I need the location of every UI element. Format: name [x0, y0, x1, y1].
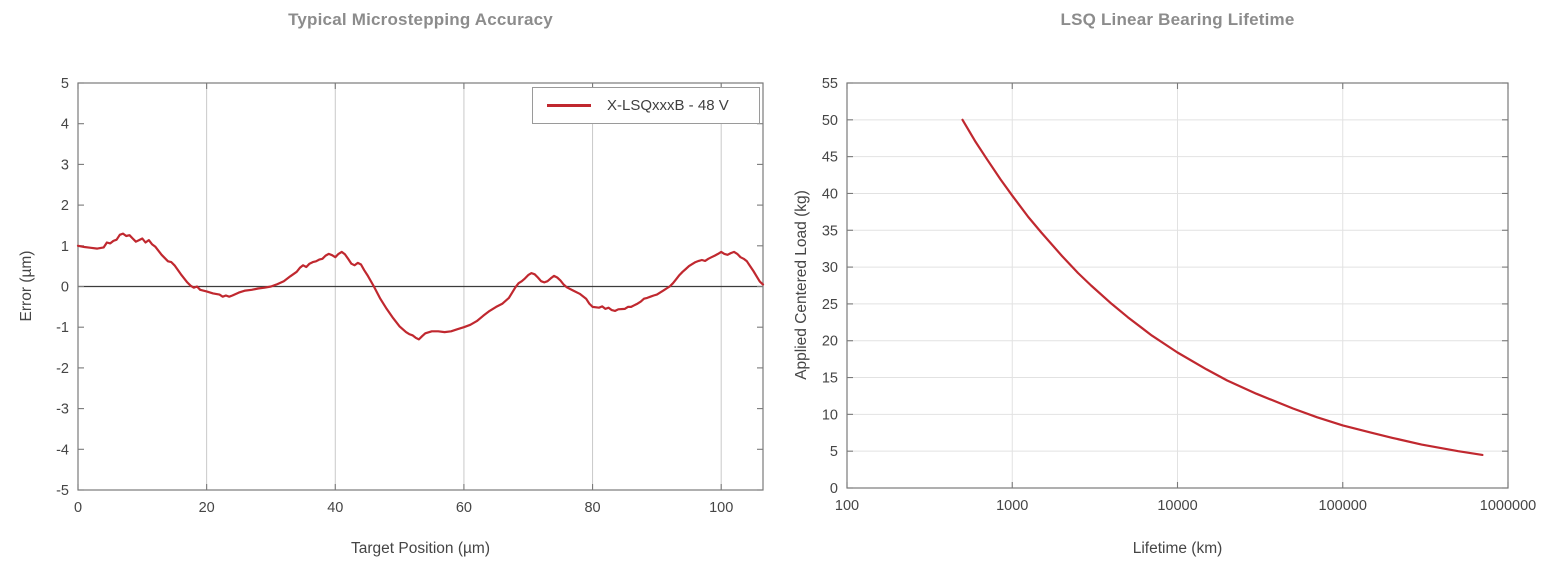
svg-text:-4: -4 — [56, 442, 69, 458]
svg-text:5: 5 — [830, 444, 838, 460]
right-chart-title: LSQ Linear Bearing Lifetime — [1060, 10, 1295, 29]
svg-text:-2: -2 — [56, 361, 69, 377]
gridlines — [847, 83, 1508, 488]
legend-line-sample — [547, 104, 591, 107]
right-x-axis-label: Lifetime (km) — [1132, 540, 1223, 557]
tick-labels: 100 1000 10000 100000 1000000 0 5 10 15 20 25 30 35 4… — [822, 76, 1536, 514]
bearing-lifetime-chart: LSQ Linear Bearing Lifetime 100 1000 10000… — [790, 0, 1563, 575]
left-chart-title: Typical Microstepping Accuracy — [288, 10, 553, 29]
svg-text:10: 10 — [822, 407, 838, 423]
legend-label: X-LSQxxxB - 48 V — [607, 97, 729, 114]
svg-text:10000: 10000 — [1157, 498, 1197, 514]
svg-text:100: 100 — [835, 498, 859, 514]
left-y-axis-label: Error (µm) — [18, 250, 35, 322]
svg-text:25: 25 — [822, 297, 838, 313]
left-x-axis-label: Target Position (µm) — [350, 540, 490, 557]
svg-text:20: 20 — [199, 500, 215, 516]
svg-text:100000: 100000 — [1319, 498, 1367, 514]
series-line — [961, 118, 1484, 456]
svg-text:0: 0 — [74, 500, 82, 516]
svg-text:20: 20 — [822, 334, 838, 350]
svg-text:1000: 1000 — [996, 498, 1028, 514]
tick-labels: 0 20 40 60 80 100 -5 -4 -3 -2 -1 0 1 2 3 4 5 — [56, 76, 733, 516]
svg-text:1: 1 — [61, 239, 69, 255]
right-chart-plot: 100 1000 10000 100000 1000000 0 5 10 15 20 25 30 35 4… — [822, 76, 1536, 514]
left-chart-plot: 0 20 40 60 80 100 -5 -4 -3 -2 -1 0 1 2 3 4 5 — [56, 76, 765, 516]
svg-text:45: 45 — [822, 150, 838, 166]
svg-text:3: 3 — [61, 157, 69, 173]
svg-text:35: 35 — [822, 223, 838, 239]
svg-text:2: 2 — [61, 198, 69, 214]
legend-box: X-LSQxxxB - 48 V — [532, 87, 760, 124]
svg-text:60: 60 — [456, 500, 472, 516]
svg-text:15: 15 — [822, 371, 838, 387]
svg-text:40: 40 — [822, 186, 838, 202]
svg-text:80: 80 — [584, 500, 600, 516]
svg-text:-3: -3 — [56, 402, 69, 418]
svg-text:4: 4 — [61, 117, 69, 133]
svg-text:100: 100 — [709, 500, 733, 516]
svg-text:0: 0 — [61, 280, 69, 296]
microstepping-accuracy-chart: Typical Microstepping Accuracy 0 20 40 60 80… — [18, 10, 765, 557]
svg-text:1000000: 1000000 — [1480, 498, 1536, 514]
series-line — [76, 232, 765, 341]
svg-text:40: 40 — [327, 500, 343, 516]
svg-text:5: 5 — [61, 76, 69, 92]
tick-marks — [846, 82, 1509, 489]
svg-text:55: 55 — [822, 76, 838, 92]
svg-text:30: 30 — [822, 260, 838, 276]
svg-text:50: 50 — [822, 113, 838, 129]
tick-marks — [77, 82, 763, 491]
right-y-axis-label: Applied Centered Load (kg) — [793, 190, 810, 380]
svg-text:0: 0 — [830, 481, 838, 497]
svg-text:-5: -5 — [56, 483, 69, 499]
svg-text:-1: -1 — [56, 320, 69, 336]
